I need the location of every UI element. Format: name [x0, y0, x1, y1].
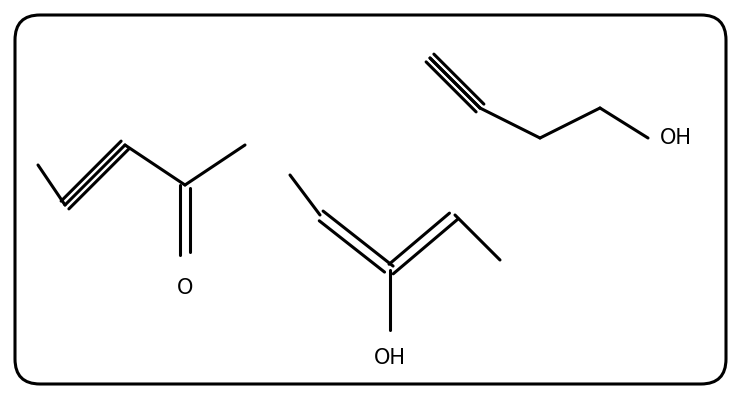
Text: OH: OH [660, 128, 692, 148]
Text: OH: OH [374, 348, 406, 368]
Text: O: O [177, 278, 193, 298]
